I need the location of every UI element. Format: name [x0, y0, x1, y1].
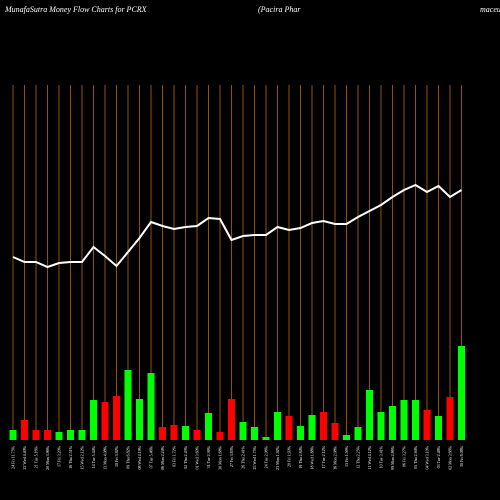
bar: [446, 397, 454, 440]
x-tick-label: 13 Fri 1.56%: [344, 445, 349, 467]
bar: [170, 425, 178, 440]
bar: [251, 427, 258, 440]
price-line: [12, 183, 463, 269]
x-tick-label: 25 Wed 1.75%: [252, 445, 257, 469]
bar: [182, 426, 189, 440]
x-tick-label: 02 Thu 2.43%: [183, 445, 188, 468]
x-tick-label: 27 Fri 3.83%: [229, 445, 234, 467]
x-tick-label: 30 Fri 8.08%: [459, 445, 464, 467]
x-tick-label: 08 Wed 4.19%: [137, 445, 142, 469]
bar: [320, 412, 327, 440]
bar: [55, 432, 63, 440]
bar: [285, 416, 293, 440]
bar: [377, 412, 385, 440]
x-tick-label: 17 Fri 3.20%: [57, 445, 62, 467]
x-tick-label: 16 Mon 2.08%: [333, 445, 338, 470]
bar: [124, 370, 132, 440]
bar: [147, 373, 155, 440]
bar: [400, 400, 408, 440]
x-tick-label: 01 Wed 3.60%: [195, 445, 200, 469]
bar: [21, 420, 28, 440]
x-tick-label: 05 Thu 2.94%: [413, 445, 418, 468]
x-tick-label: 24 Fri 11.75%: [11, 445, 16, 469]
bar: [435, 416, 442, 440]
bar: [354, 427, 362, 440]
x-tick-label: 17 Tue 2.12%: [321, 445, 326, 468]
chart-title: MunafaSutra Money Flow Charts for PCRX: [4, 5, 148, 14]
x-tick-label: 22 Wed 4.40%: [22, 445, 27, 469]
x-tick-label: 26 Thu 2.41%: [241, 445, 246, 468]
x-tick-label: 21 Tue 5.16%: [34, 445, 39, 468]
bar: [458, 346, 465, 440]
x-tick-label: 03 Fri 1.72%: [172, 445, 177, 467]
bar: [239, 422, 247, 440]
bar: [389, 406, 396, 440]
bar: [366, 390, 373, 440]
x-tick-label: 06 Fri 3.27%: [402, 445, 407, 467]
x-tick-label: 20 Mon 3.96%: [45, 445, 50, 470]
x-tick-label: 09 Thu 6.82%: [126, 445, 131, 468]
x-tick-label: 10 Fri 3.92%: [114, 445, 119, 467]
bar: [297, 426, 304, 440]
x-tick-label: 07 Tue 5.46%: [149, 445, 154, 468]
x-tick-label: 15 Wed 2.12%: [80, 445, 85, 469]
bar: [262, 437, 270, 440]
x-tick-label: 16 Thu 2.51%: [68, 445, 73, 468]
bar: [90, 400, 97, 440]
bar: [193, 430, 201, 440]
x-tick-label: 30 Mon 1.68%: [218, 445, 223, 470]
x-tick-label: 12 Thu 2.25%: [356, 445, 361, 468]
bar: [228, 399, 235, 440]
x-tick-label: 11 Wed 4.12%: [367, 445, 372, 469]
bar: [32, 430, 40, 440]
x-tick-label: 06 Mon 2.24%: [160, 445, 165, 470]
x-tick-label: 19 Thu 2.84%: [298, 445, 303, 468]
x-tick-label: 04 Wed 3.10%: [425, 445, 430, 469]
bar: [216, 432, 224, 440]
x-tick-label: 14 Tue 5.44%: [91, 445, 96, 468]
chart-subtitle-tail: maceu: [480, 5, 500, 14]
bar: [343, 435, 350, 440]
bar: [9, 430, 17, 440]
x-tick-label: 02 Mon 3.66%: [448, 445, 453, 470]
x-tick-label: 10 Tue 3.41%: [379, 445, 384, 468]
bar: [274, 412, 281, 440]
bar: [44, 430, 51, 440]
x-tick-label: 24 Tue 2.06%: [264, 445, 269, 468]
x-tick-label: 03 Tue 2.48%: [436, 445, 441, 468]
bar: [78, 430, 86, 440]
bar: [159, 427, 166, 440]
x-tick-label: 09 Mon 2.86%: [390, 445, 395, 470]
bar: [101, 402, 109, 440]
bar: [205, 413, 212, 440]
bar: [113, 396, 120, 440]
x-tick-label: 31 Tue 2.36%: [206, 445, 211, 468]
x-tick-label: 18 Wed 1.88%: [310, 445, 315, 469]
x-tick-label: 23 Mon 1.92%: [275, 445, 280, 470]
x-tick-label: 20 Fri 1.93%: [287, 445, 292, 467]
chart-subtitle: (Pacira Phar: [258, 5, 301, 14]
bar: [136, 399, 143, 440]
bar: [67, 430, 74, 440]
bar: [423, 410, 431, 440]
bar: [331, 423, 339, 440]
x-tick-label: 13 Mon 4.08%: [103, 445, 108, 470]
bar: [308, 415, 316, 440]
bar: [412, 400, 419, 440]
